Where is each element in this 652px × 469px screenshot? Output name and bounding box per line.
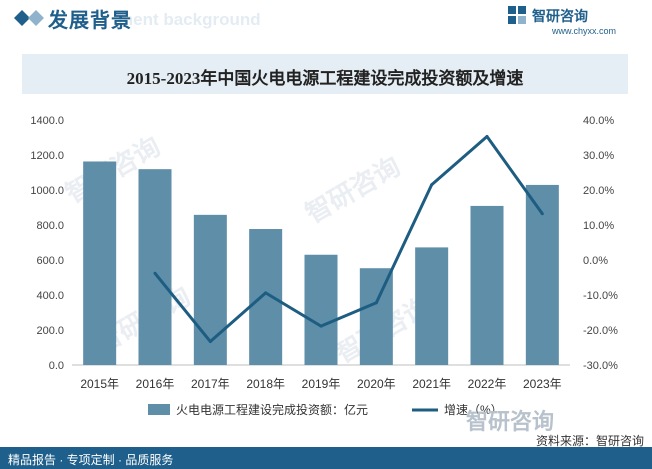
- legend-bar-swatch: [148, 404, 170, 415]
- right-axis-tick-label: -30.0%: [583, 360, 618, 372]
- growth-point: [208, 340, 212, 344]
- growth-point: [485, 134, 489, 138]
- source-text: 资料来源：智研咨询: [535, 434, 644, 448]
- brand-name: 智研咨询: [532, 8, 588, 24]
- right-axis-tick-label: -20.0%: [583, 325, 618, 337]
- legend-line-label: 增速（%）: [444, 403, 503, 417]
- footer-slogan: 精品报告 · 专项定制 · 品质服务: [8, 453, 174, 467]
- growth-point: [430, 183, 434, 187]
- right-axis-tick-label: -10.0%: [583, 290, 618, 302]
- x-axis-tick-label: 2019年: [302, 377, 341, 391]
- left-axis-tick-label: 400.0: [36, 290, 64, 302]
- diamond-icon: [14, 10, 44, 26]
- chart: 0.0 200.0 400.0 600.0 800.0 1000.0 1200.0 1400.…: [30, 115, 618, 417]
- right-axis-tick-label: 10.0%: [583, 220, 614, 232]
- left-axis-tick-label: 600.0: [36, 255, 64, 267]
- brand-watermark-bottom: 智研咨询: [466, 409, 555, 434]
- left-axis-tick-label: 1200.0: [30, 150, 64, 162]
- footer-bar: 精品报告 · 专项定制 · 品质服务: [0, 447, 652, 469]
- x-axis-tick-label: 2020年: [357, 377, 396, 391]
- section-title: 发展背景: [48, 10, 132, 32]
- chart-title: 2015-2023年中国火电电源工程建设完成投资额及增速: [126, 69, 524, 88]
- growth-point: [153, 271, 157, 275]
- bar: [470, 205, 504, 365]
- bar: [415, 247, 449, 365]
- left-axis-tick-label: 1400.0: [30, 115, 64, 127]
- bar: [304, 254, 338, 365]
- x-axis-tick-label: 2021年: [412, 377, 451, 391]
- left-axis-tick-label: 800.0: [36, 220, 64, 232]
- brand-logo-block: 智研咨询 www.chyxx.com: [508, 4, 638, 38]
- bar: [83, 161, 117, 365]
- x-axis-tick-label: 2015年: [80, 377, 119, 391]
- bar: [138, 169, 172, 365]
- right-axis-tick-label: 30.0%: [583, 150, 614, 162]
- right-axis-tick-label: 20.0%: [583, 185, 614, 197]
- brand-logo-icon: [508, 6, 526, 24]
- legend-bar-label: 火电电源工程建设完成投资额：亿元: [176, 402, 368, 417]
- x-axis-tick-label: 2017年: [191, 377, 230, 391]
- header-background-word: ment background: [118, 10, 261, 29]
- left-axis-tick-label: 0.0: [49, 360, 64, 372]
- growth-line: [153, 134, 544, 344]
- growth-point: [264, 291, 268, 295]
- x-axis-tick-label: 2016年: [136, 377, 175, 391]
- x-axis-tick-label: 2018年: [246, 377, 285, 391]
- growth-point: [374, 301, 378, 305]
- header-bar: ment background 发展背景 智研咨询 www.chyxx.com: [0, 0, 652, 40]
- left-axis-tick-label: 200.0: [36, 325, 64, 337]
- bar: [249, 229, 283, 365]
- bar: [359, 268, 393, 365]
- x-axis-tick-label: 2023年: [523, 377, 562, 391]
- chart-title-box: 2015-2023年中国火电电源工程建设完成投资额及增速: [22, 54, 628, 94]
- right-axis-tick-label: 0.0%: [583, 255, 608, 267]
- growth-point: [319, 324, 323, 328]
- brand-url: www.chyxx.com: [552, 26, 617, 36]
- left-axis-tick-label: 1000.0: [30, 185, 64, 197]
- x-axis-tick-label: 2022年: [468, 377, 507, 391]
- growth-point: [540, 212, 544, 216]
- right-axis-tick-label: 40.0%: [583, 115, 614, 127]
